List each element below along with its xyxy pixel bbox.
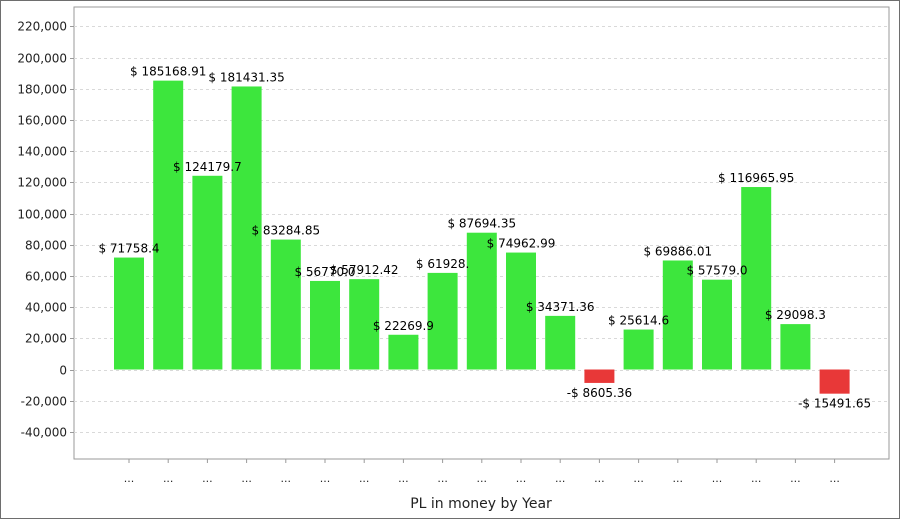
x-tick-label: ... <box>633 472 644 485</box>
bar <box>114 257 144 370</box>
x-axis-title: PL in money by Year <box>410 496 552 512</box>
x-tick-label: ... <box>320 472 331 485</box>
bar <box>153 80 184 370</box>
data-label: -$ 8605.36 <box>567 386 632 400</box>
bar <box>192 175 223 370</box>
y-tick-label: 180,000 <box>17 83 67 97</box>
x-tick-label: ... <box>555 472 566 485</box>
bar <box>349 279 380 370</box>
data-label: $ 74962.99 <box>487 237 556 251</box>
data-label: $ 83284.85 <box>251 224 320 238</box>
x-tick-label: ... <box>712 472 723 485</box>
data-label: $ 29098.3 <box>765 308 826 322</box>
y-tick-label: 120,000 <box>17 176 67 190</box>
y-tick-label: 140,000 <box>17 145 67 159</box>
data-label: $ 124179.7 <box>173 160 242 174</box>
data-label: $ 71758.4 <box>98 242 159 256</box>
bar <box>819 369 850 394</box>
x-tick-label: ... <box>829 472 840 485</box>
bar <box>623 329 654 370</box>
y-tick-label: 100,000 <box>17 208 67 222</box>
x-tick-label: ... <box>124 472 135 485</box>
x-tick-label: ... <box>790 472 801 485</box>
bar <box>506 252 536 370</box>
bar <box>310 280 340 370</box>
y-tick-label: -40,000 <box>21 426 67 440</box>
x-tick-label: ... <box>751 472 762 485</box>
axis-ticks: -40,000 -20,000 0 20,000 40,000 60,000 80,000 1… <box>17 20 839 486</box>
x-tick-label: ... <box>281 472 292 485</box>
data-label: $ 181431.35 <box>208 70 284 84</box>
y-tick-label: 220,000 <box>17 20 67 34</box>
x-tick-label: ... <box>398 472 409 485</box>
y-tick-label: 80,000 <box>25 239 67 253</box>
bar <box>388 334 419 370</box>
data-label: -$ 15491.65 <box>798 397 871 411</box>
x-tick-label: ... <box>163 472 174 485</box>
bars <box>114 80 850 394</box>
data-label: $ 69886.01 <box>643 244 712 258</box>
x-tick-label: ... <box>202 472 213 485</box>
bar <box>270 239 301 370</box>
x-tick-label: ... <box>673 472 684 485</box>
x-tick-label: ... <box>359 472 370 485</box>
x-tick-label: ... <box>516 472 527 485</box>
bar <box>741 187 772 370</box>
bar <box>702 279 732 370</box>
y-tick-label: -20,000 <box>21 395 67 409</box>
data-label: $ 87694.35 <box>447 217 516 231</box>
data-label: $ 185168.91 <box>130 65 206 79</box>
y-tick-label: 40,000 <box>25 301 67 315</box>
x-tick-label: ... <box>437 472 448 485</box>
data-label: $ 34371.36 <box>526 300 595 314</box>
data-label: $ 25614.6 <box>608 314 669 328</box>
data-labels: $ 71758.4 $ 185168.91 $ 124179.7 $ 181431.3… <box>98 65 871 411</box>
y-tick-label: 60,000 <box>25 270 67 284</box>
y-tick-label: 200,000 <box>17 52 67 66</box>
y-tick-label: 20,000 <box>25 332 67 346</box>
x-tick-label: ... <box>241 472 252 485</box>
bar <box>584 369 615 383</box>
data-label: $ 57912.42 <box>330 263 399 277</box>
bar <box>545 315 576 370</box>
bar <box>466 232 497 370</box>
data-label: $ 61928. <box>416 257 469 271</box>
bar <box>662 260 693 370</box>
y-tick-label: 160,000 <box>17 114 67 128</box>
data-label: $ 57579.0 <box>686 264 747 278</box>
x-tick-label: ... <box>594 472 605 485</box>
bar <box>780 324 811 370</box>
data-label: $ 116965.95 <box>718 171 794 185</box>
y-tick-label: 0 <box>59 364 67 378</box>
bar <box>231 86 262 370</box>
data-label: $ 56770.0 <box>294 265 355 279</box>
data-label: $ 22269.9 <box>373 319 434 333</box>
x-tick-label: ... <box>477 472 488 485</box>
bar <box>427 272 458 370</box>
